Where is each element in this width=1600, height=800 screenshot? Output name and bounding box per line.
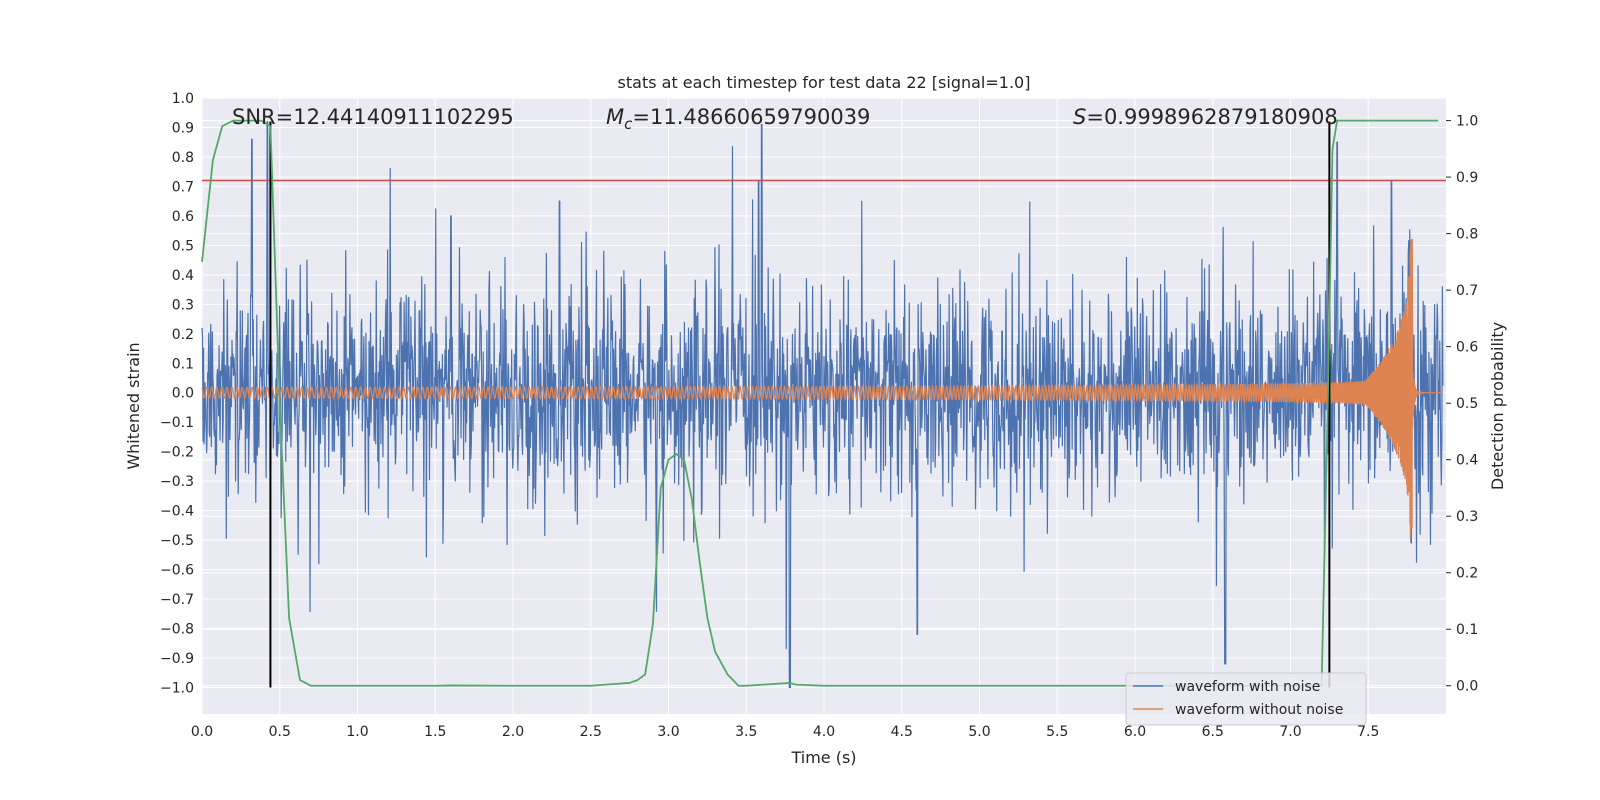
chirp-mass-annotation: Mc=11.48660659790039	[606, 105, 870, 133]
x-tick-label: 5.5	[1046, 724, 1068, 740]
y2-tick-label: 0.1	[1456, 622, 1478, 638]
y-tick-label: 0.0	[172, 386, 194, 402]
y-tick-label: −0.1	[160, 415, 194, 431]
y-tick-label: 1.0	[172, 91, 194, 107]
legend-label-noise: waveform with noise	[1175, 679, 1320, 695]
y2-tick-label: 1.0	[1456, 114, 1478, 130]
y-tick-label: −1.0	[160, 680, 194, 696]
y2-tick-label: 0.0	[1456, 679, 1478, 695]
y-tick-label: −0.3	[160, 474, 194, 490]
x-tick-label: 7.5	[1357, 724, 1379, 740]
y2-tick-label: 0.8	[1456, 227, 1478, 243]
y2-tick-label: 0.7	[1456, 283, 1478, 299]
y-axis-ticks: 1.0 0.9 0.8 0.7 0.6 0.5 0.4 0.3 0.2 0.1 0.0 −0.1 −0.…	[160, 91, 194, 696]
y-tick-label: 0.7	[172, 179, 194, 195]
vertical-markers	[269, 121, 1331, 688]
x-tick-label: 2.0	[502, 724, 524, 740]
x-tick-label: 0.5	[269, 724, 291, 740]
y2-axis-ticks: 1.0 0.9 0.8 0.7 0.6 0.5 0.4 0.3 0.2 0.1 0.0	[1446, 114, 1478, 695]
waveform-without-noise-line	[201, 238, 1443, 538]
y-tick-label: −0.8	[160, 622, 194, 638]
snr-annotation: SNR=12.44140911102295	[232, 105, 514, 129]
y-tick-label: 0.5	[172, 238, 194, 254]
x-axis-ticks: 0.0 0.5 1.0 1.5 2.0 2.5 3.0 3.5 4.0 4.5 5.0 5.5 6.0 6…	[191, 724, 1380, 740]
x-tick-label: 3.5	[735, 724, 757, 740]
y-tick-label: −0.9	[160, 651, 194, 667]
y-tick-label: −0.6	[160, 563, 194, 579]
y-axis-label: Whitened strain	[124, 342, 143, 469]
series-waveform-with-noise	[201, 120, 1444, 689]
y2-tick-label: 0.9	[1456, 170, 1478, 186]
y-tick-label: −0.5	[160, 533, 194, 549]
x-tick-label: 6.0	[1124, 724, 1146, 740]
y2-tick-label: 0.3	[1456, 509, 1478, 525]
y-tick-label: 0.2	[172, 327, 194, 343]
x-tick-label: 5.0	[968, 724, 990, 740]
legend-box	[1125, 672, 1367, 726]
y2-tick-label: 0.4	[1456, 453, 1478, 469]
x-tick-label: 2.5	[580, 724, 602, 740]
y-tick-label: −0.4	[160, 504, 194, 520]
y-tick-label: 0.1	[172, 356, 194, 372]
y2-tick-label: 0.6	[1456, 340, 1478, 356]
chart-title: stats at each timestep for test data 22 …	[618, 73, 1031, 92]
y-tick-label: 0.6	[172, 209, 194, 225]
legend: waveform with noise waveform without noi…	[1125, 672, 1367, 726]
y2-tick-label: 0.5	[1456, 396, 1478, 412]
y-tick-label: 0.4	[172, 268, 194, 284]
significance-annotation: S=0.9998962879180908	[1073, 105, 1338, 129]
x-tick-label: 3.0	[657, 724, 679, 740]
x-tick-label: 4.5	[891, 724, 913, 740]
legend-label-clean: waveform without noise	[1175, 702, 1343, 718]
y2-axis-label: Detection probability	[1488, 322, 1507, 490]
y-tick-label: −0.7	[160, 592, 194, 608]
waveform-with-noise-line	[201, 120, 1444, 689]
x-axis-label: Time (s)	[790, 748, 856, 767]
x-tick-label: 4.0	[813, 724, 835, 740]
x-tick-label: 6.5	[1202, 724, 1224, 740]
x-tick-label: 0.0	[191, 724, 213, 740]
y-tick-label: 0.8	[172, 150, 194, 166]
x-tick-label: 1.0	[346, 724, 368, 740]
y-tick-label: 0.9	[172, 120, 194, 136]
x-tick-label: 7.0	[1279, 724, 1301, 740]
series-waveform-without-noise	[201, 238, 1443, 538]
x-tick-label: 1.5	[424, 724, 446, 740]
y-tick-label: −0.2	[160, 445, 194, 461]
y2-tick-label: 0.2	[1456, 566, 1478, 582]
y-tick-label: 0.3	[172, 297, 194, 313]
